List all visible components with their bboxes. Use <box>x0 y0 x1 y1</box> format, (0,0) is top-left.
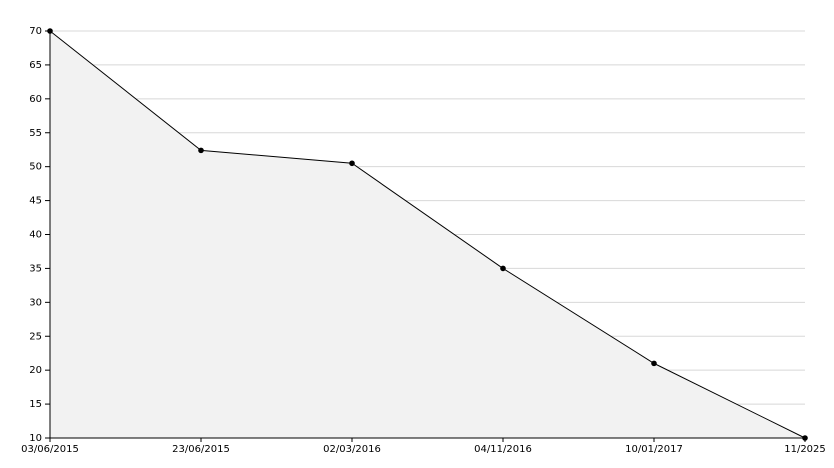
x-tick-label: 23/06/2015 <box>172 444 230 455</box>
y-tick-label: 20 <box>29 365 42 376</box>
y-tick-label: 45 <box>29 196 42 207</box>
y-tick-label: 25 <box>29 331 42 342</box>
point <box>198 147 204 154</box>
y-tick-label: 65 <box>29 60 42 71</box>
y-tick-label: 60 <box>29 94 42 105</box>
area <box>50 31 805 438</box>
x-tick-label: 04/11/2016 <box>474 444 532 455</box>
x-tick-label: 02/03/2016 <box>323 444 381 455</box>
line <box>49 30 806 439</box>
y-tick-label: 30 <box>29 297 42 308</box>
point <box>651 360 657 367</box>
y-tick-label: 40 <box>29 230 42 241</box>
x-tick-label: 10/01/2017 <box>625 444 683 455</box>
y-tick-label: 15 <box>29 399 42 410</box>
point <box>349 160 355 167</box>
point <box>47 28 53 34</box>
y-tick-label: 35 <box>29 263 42 274</box>
x-tick-label: 11/2025 <box>784 444 826 455</box>
y-tick-label: 50 <box>29 162 42 173</box>
point <box>500 265 506 272</box>
x-tick-label: 03/06/2015 <box>21 444 79 455</box>
y-tick-label: 10 <box>29 433 42 444</box>
point <box>802 435 808 441</box>
y-tick-label: 55 <box>29 128 42 139</box>
y-tick-label: 70 <box>29 26 42 37</box>
